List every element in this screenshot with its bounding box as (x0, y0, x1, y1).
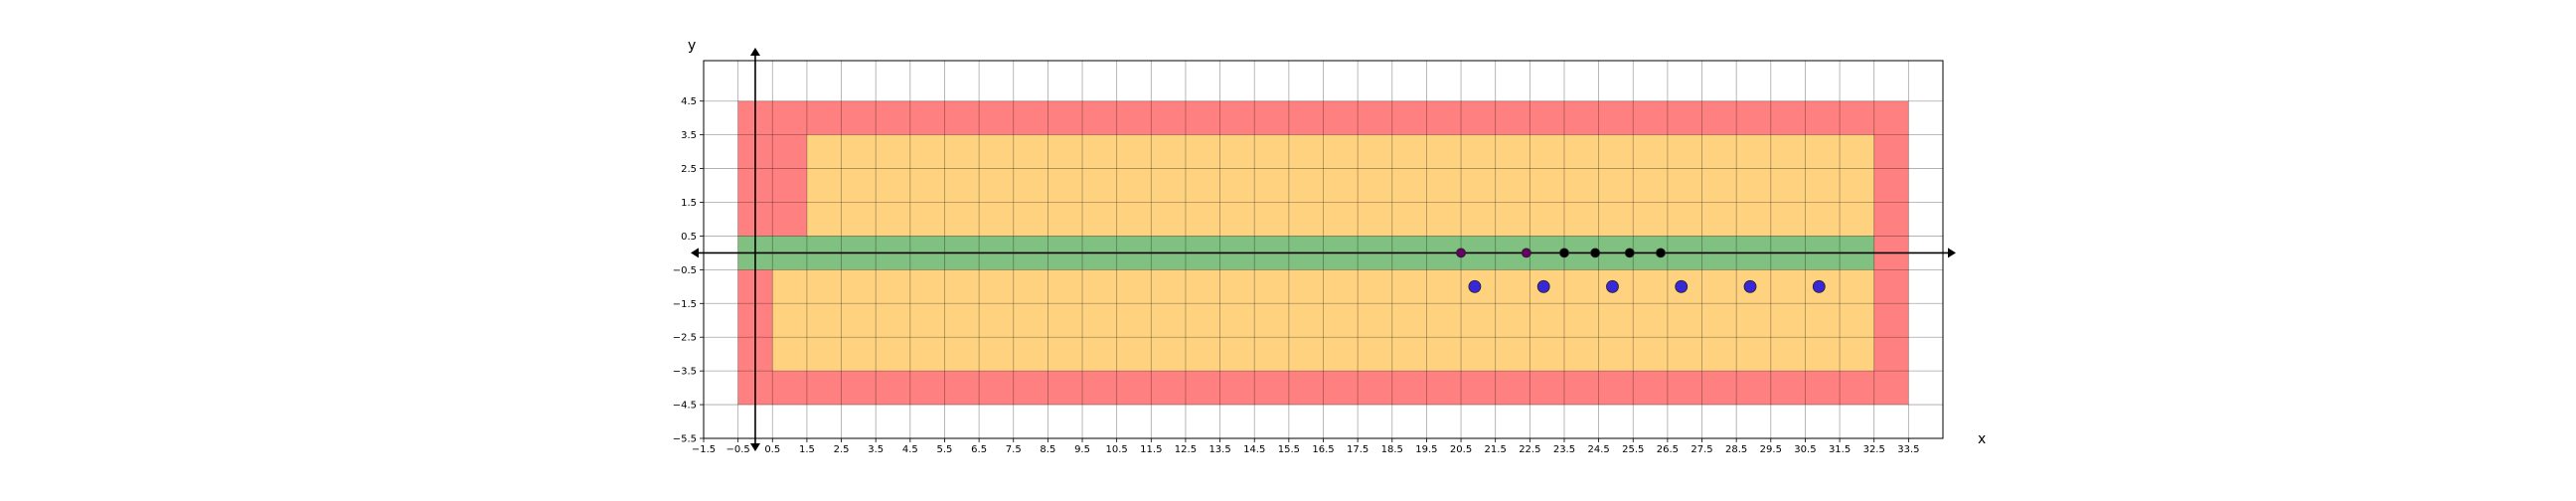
y-tick-label: −3.5 (673, 367, 697, 378)
x-tick-label: 10.5 (1106, 444, 1128, 455)
data-point-series-3 (1536, 279, 1550, 293)
x-tick-label: 31.5 (1829, 444, 1851, 455)
y-tick-label: −4.5 (673, 401, 697, 412)
data-point-series-3 (1743, 279, 1757, 293)
x-tick-label: 19.5 (1415, 444, 1437, 455)
x-tick-label: 9.5 (1074, 444, 1090, 455)
region-orange-lower (772, 269, 1874, 372)
data-point-series-2 (1656, 248, 1666, 258)
x-tick-label: 7.5 (1006, 444, 1022, 455)
x-tick-label: 14.5 (1243, 444, 1265, 455)
x-tick-label: 6.5 (971, 444, 987, 455)
data-point-series-1 (1521, 248, 1531, 258)
x-tick-label: 23.5 (1553, 444, 1575, 455)
x-axis-label: x (1978, 431, 1986, 447)
y-tick-label: 0.5 (681, 232, 697, 243)
y-tick-label: 2.5 (681, 164, 697, 175)
x-tick-label: 17.5 (1347, 444, 1368, 455)
x-tick-label: 3.5 (868, 444, 884, 455)
x-tick-label: 15.5 (1278, 444, 1300, 455)
data-point-series-3 (1606, 279, 1619, 293)
y-tick-label: −0.5 (673, 265, 697, 276)
x-tick-label: 12.5 (1175, 444, 1197, 455)
x-axis-arrow-right-icon (1948, 248, 1956, 258)
x-tick-label: 30.5 (1794, 444, 1816, 455)
y-axis-arrow-up-icon (749, 48, 760, 56)
x-tick-label: −1.5 (692, 444, 716, 455)
x-tick-label: 29.5 (1760, 444, 1782, 455)
region-orange-upper (806, 134, 1874, 237)
x-tick-label: 24.5 (1587, 444, 1609, 455)
y-tick-label: −1.5 (673, 299, 697, 310)
x-tick-label: 33.5 (1897, 444, 1919, 455)
y-tick-label: 3.5 (681, 130, 697, 141)
x-tick-label: 18.5 (1381, 444, 1403, 455)
data-point-series-2 (1624, 248, 1635, 258)
y-tick-label: 4.5 (681, 96, 697, 107)
grid-layer (703, 61, 1943, 439)
data-point-series-2 (1590, 248, 1601, 258)
x-tick-label: 16.5 (1312, 444, 1334, 455)
y-axis-arrow-down-icon (749, 443, 760, 451)
data-point-series-2 (1559, 248, 1569, 258)
x-tick-label: 0.5 (764, 444, 780, 455)
x-tick-label: 21.5 (1485, 444, 1507, 455)
x-axis-arrow-left-icon (691, 248, 699, 258)
x-tick-label: 13.5 (1208, 444, 1230, 455)
x-tick-label: −0.5 (725, 444, 749, 455)
x-tick-label: 25.5 (1622, 444, 1644, 455)
data-point-series-1 (1456, 248, 1466, 258)
x-tick-label: 5.5 (937, 444, 953, 455)
x-tick-label: 32.5 (1863, 444, 1885, 455)
x-tick-label: 26.5 (1657, 444, 1679, 455)
x-tick-label: 8.5 (1040, 444, 1055, 455)
data-point-series-3 (1812, 279, 1826, 293)
y-tick-label: −5.5 (673, 434, 697, 445)
x-tick-label: 27.5 (1690, 444, 1712, 455)
data-point-series-3 (1675, 279, 1689, 293)
x-tick-labels: −1.5 −0.5 0.5 1.5 2.5 3.5 4.5 5.5 6.5 7.5 8.5 9.5 10… (692, 438, 1919, 455)
x-tick-label: 28.5 (1725, 444, 1747, 455)
data-point-series-3 (1468, 279, 1482, 293)
points-layer (1456, 248, 1826, 293)
axes-layer (691, 48, 1956, 451)
x-tick-label: 22.5 (1519, 444, 1540, 455)
x-tick-label: 2.5 (834, 444, 850, 455)
x-tick-label: 20.5 (1450, 444, 1472, 455)
y-tick-label: 1.5 (681, 198, 697, 209)
x-tick-label: 4.5 (902, 444, 918, 455)
y-tick-labels: 4.5 3.5 2.5 1.5 0.5 −0.5 −1.5 −2.5 −3.5 −4.5 −5.5 (673, 96, 704, 445)
y-axis-label: y (688, 38, 696, 54)
y-tick-label: −2.5 (673, 333, 697, 344)
x-tick-label: 11.5 (1140, 444, 1162, 455)
x-tick-label: 1.5 (799, 444, 815, 455)
